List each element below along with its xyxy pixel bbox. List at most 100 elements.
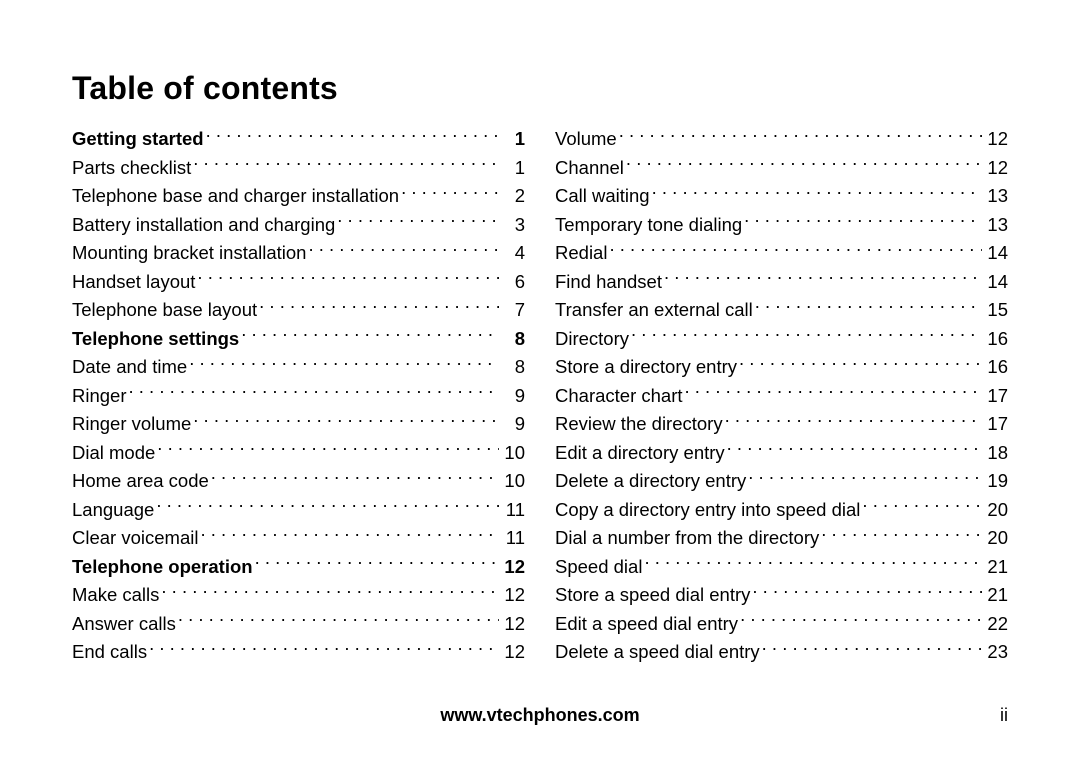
toc-label: Ringer volume (72, 410, 191, 439)
toc-leader-dots (193, 411, 499, 430)
toc-label: Dial a number from the directory (555, 524, 819, 553)
toc-columns: Getting started 1Parts checklist1 Telephon… (72, 125, 1008, 667)
toc-page-number: 8 (501, 325, 525, 354)
toc-entry: Mounting bracket installation4 (72, 239, 525, 268)
toc-leader-dots (727, 439, 982, 458)
toc-label: Make calls (72, 581, 159, 610)
toc-leader-dots (740, 610, 982, 629)
toc-label: Store a directory entry (555, 353, 737, 382)
toc-label: Handset layout (72, 268, 195, 297)
toc-label: Delete a directory entry (555, 467, 746, 496)
toc-leader-dots (762, 639, 982, 658)
toc-page-number: 11 (501, 496, 525, 525)
toc-entry: End calls12 (72, 638, 525, 667)
toc-section-heading: Telephone operation 12 (72, 553, 525, 582)
toc-label: Mounting bracket installation (72, 239, 306, 268)
toc-page-number: 16 (984, 325, 1008, 354)
toc-label: Telephone settings (72, 325, 239, 354)
toc-page-number: 21 (984, 581, 1008, 610)
toc-label: Character chart (555, 382, 683, 411)
toc-entry: Channel12 (555, 154, 1008, 183)
toc-label: Edit a directory entry (555, 439, 725, 468)
toc-leader-dots (752, 582, 982, 601)
toc-entry: Battery installation and charging3 (72, 211, 525, 240)
toc-entry: Review the directory 17 (555, 410, 1008, 439)
toc-leader-dots (631, 325, 982, 344)
toc-entry: Edit a directory entry18 (555, 439, 1008, 468)
toc-leader-dots (129, 382, 500, 401)
toc-leader-dots (156, 496, 499, 515)
toc-entry: Speed dial21 (555, 553, 1008, 582)
toc-label: Channel (555, 154, 624, 183)
toc-leader-dots (193, 154, 499, 173)
toc-page-number: 10 (501, 439, 525, 468)
toc-label: Delete a speed dial entry (555, 638, 760, 667)
page-footer: www.vtechphones.com ii (72, 705, 1008, 726)
toc-entry: Parts checklist1 (72, 154, 525, 183)
toc-entry: Home area code10 (72, 467, 525, 496)
toc-page-number: 16 (984, 353, 1008, 382)
toc-label: Telephone base layout (72, 296, 257, 325)
toc-leader-dots (259, 297, 499, 316)
toc-leader-dots (189, 354, 499, 373)
toc-page-number: 11 (501, 524, 525, 553)
toc-label: Transfer an external call (555, 296, 753, 325)
toc-label: Telephone operation (72, 553, 253, 582)
toc-leader-dots (206, 126, 499, 145)
toc-page-number: 23 (984, 638, 1008, 667)
toc-leader-dots (178, 610, 499, 629)
toc-page-number: 3 (501, 211, 525, 240)
toc-entry: Redial 14 (555, 239, 1008, 268)
toc-label: Redial (555, 239, 607, 268)
toc-leader-dots (197, 268, 499, 287)
document-page: Table of contents Getting started 1Parts … (0, 0, 1080, 771)
toc-leader-dots (652, 183, 982, 202)
toc-leader-dots (241, 325, 499, 344)
toc-entry: Store a speed dial entry 21 (555, 581, 1008, 610)
toc-page-number: 12 (501, 610, 525, 639)
toc-leader-dots (685, 382, 983, 401)
toc-leader-dots (211, 468, 499, 487)
toc-leader-dots (609, 240, 982, 259)
toc-page-number: 14 (984, 268, 1008, 297)
toc-label: Language (72, 496, 154, 525)
toc-entry: Edit a speed dial entry22 (555, 610, 1008, 639)
toc-label: Dial mode (72, 439, 155, 468)
toc-label: Date and time (72, 353, 187, 382)
toc-page-number: 2 (501, 182, 525, 211)
footer-url: www.vtechphones.com (112, 705, 968, 726)
page-title: Table of contents (72, 70, 1008, 107)
toc-page-number: 6 (501, 268, 525, 297)
toc-page-number: 17 (984, 410, 1008, 439)
toc-leader-dots (161, 582, 499, 601)
toc-entry: Directory16 (555, 325, 1008, 354)
toc-page-number: 8 (501, 353, 525, 382)
toc-entry: Character chart17 (555, 382, 1008, 411)
toc-label: Speed dial (555, 553, 642, 582)
toc-entry: Temporary tone dialing13 (555, 211, 1008, 240)
toc-label: Volume (555, 125, 617, 154)
toc-label: Review the directory (555, 410, 723, 439)
toc-page-number: 14 (984, 239, 1008, 268)
toc-entry: Store a directory entry 16 (555, 353, 1008, 382)
toc-leader-dots (748, 468, 982, 487)
toc-label: Ringer (72, 382, 127, 411)
toc-page-number: 12 (984, 125, 1008, 154)
toc-label: Call waiting (555, 182, 650, 211)
toc-page-number: 1 (501, 154, 525, 183)
toc-leader-dots (862, 496, 982, 515)
toc-entry: Language 11 (72, 496, 525, 525)
toc-label: Edit a speed dial entry (555, 610, 738, 639)
toc-entry: Copy a directory entry into speed dial20 (555, 496, 1008, 525)
toc-entry: Telephone base layout7 (72, 296, 525, 325)
toc-label: Getting started (72, 125, 204, 154)
toc-page-number: 19 (984, 467, 1008, 496)
toc-leader-dots (626, 154, 982, 173)
toc-label: Temporary tone dialing (555, 211, 742, 240)
toc-leader-dots (157, 439, 499, 458)
toc-label: Store a speed dial entry (555, 581, 750, 610)
toc-page-number: 12 (501, 553, 525, 582)
toc-page-number: 15 (984, 296, 1008, 325)
toc-entry: Delete a speed dial entry 23 (555, 638, 1008, 667)
toc-page-number: 9 (501, 410, 525, 439)
